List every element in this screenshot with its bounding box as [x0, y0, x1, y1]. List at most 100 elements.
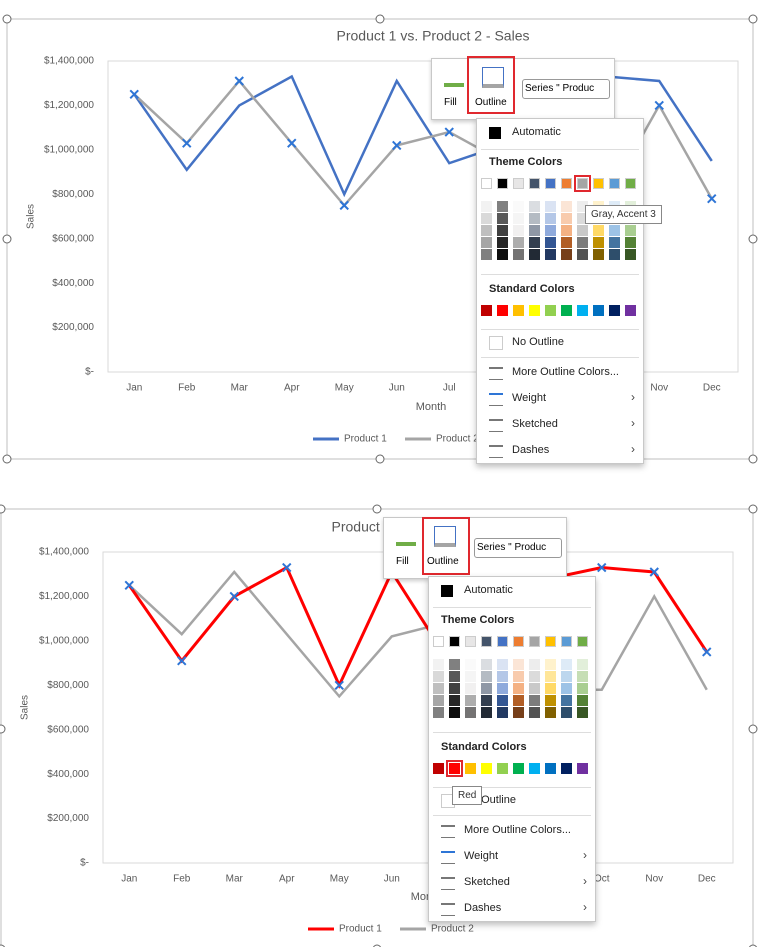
point-marker[interactable] [649, 567, 659, 577]
shade-swatch[interactable] [433, 683, 444, 694]
shade-swatch[interactable] [481, 671, 492, 682]
shade-swatch[interactable] [561, 683, 572, 694]
shade-swatch[interactable] [529, 683, 540, 694]
shade-swatch[interactable] [497, 671, 508, 682]
shade-swatch[interactable] [577, 225, 588, 236]
point-marker[interactable] [124, 580, 134, 591]
resize-handle[interactable] [2, 454, 12, 464]
shade-swatch[interactable] [577, 213, 588, 224]
color-swatch[interactable] [481, 178, 492, 189]
shade-swatch[interactable] [577, 695, 588, 706]
color-swatch[interactable] [529, 636, 540, 647]
shade-swatch[interactable] [577, 659, 588, 670]
shade-swatch[interactable] [593, 249, 604, 260]
shade-swatch[interactable] [481, 707, 492, 718]
color-swatch[interactable] [481, 636, 492, 647]
color-swatch[interactable] [529, 178, 540, 189]
shade-swatch[interactable] [433, 671, 444, 682]
shade-swatch[interactable] [497, 225, 508, 236]
shade-swatch[interactable] [545, 683, 556, 694]
shade-swatch[interactable] [609, 249, 620, 260]
shade-swatch[interactable] [513, 249, 524, 260]
shade-swatch[interactable] [625, 237, 636, 248]
shade-swatch[interactable] [449, 683, 460, 694]
shade-swatch[interactable] [513, 671, 524, 682]
shade-swatch[interactable] [593, 237, 604, 248]
color-swatch[interactable] [449, 636, 460, 647]
shade-swatch[interactable] [449, 707, 460, 718]
resize-handle[interactable] [748, 14, 758, 24]
shade-swatch[interactable] [481, 249, 492, 260]
point-marker[interactable] [597, 562, 607, 573]
shade-swatch[interactable] [545, 213, 556, 224]
shade-swatch[interactable] [481, 201, 492, 212]
resize-handle[interactable] [375, 454, 385, 464]
color-swatch[interactable] [465, 763, 476, 774]
shade-swatch[interactable] [465, 659, 476, 670]
shade-swatch[interactable] [577, 707, 588, 718]
shade-swatch[interactable] [561, 237, 572, 248]
shade-swatch[interactable] [577, 237, 588, 248]
resize-handle[interactable] [748, 504, 758, 514]
shade-swatch[interactable] [593, 225, 604, 236]
shade-swatch[interactable] [513, 213, 524, 224]
color-swatch[interactable] [577, 305, 588, 316]
shade-swatch[interactable] [433, 695, 444, 706]
shade-swatch[interactable] [625, 225, 636, 236]
shade-swatch[interactable] [545, 695, 556, 706]
shade-swatch[interactable] [625, 249, 636, 260]
outline-button[interactable]: Outline [427, 556, 459, 567]
point-marker[interactable] [129, 89, 139, 100]
shade-swatch[interactable] [577, 671, 588, 682]
shade-swatch[interactable] [561, 225, 572, 236]
shade-swatch[interactable] [497, 707, 508, 718]
color-swatch[interactable] [513, 305, 524, 316]
resize-handle[interactable] [372, 504, 382, 514]
shade-swatch[interactable] [449, 659, 460, 670]
resize-handle[interactable] [748, 454, 758, 464]
shade-swatch[interactable] [529, 237, 540, 248]
shade-swatch[interactable] [545, 249, 556, 260]
color-swatch[interactable] [513, 178, 524, 189]
color-swatch[interactable] [561, 305, 572, 316]
color-swatch[interactable] [593, 305, 604, 316]
color-swatch[interactable] [625, 178, 636, 189]
resize-handle[interactable] [2, 14, 12, 24]
shade-swatch[interactable] [513, 707, 524, 718]
shade-swatch[interactable] [529, 201, 540, 212]
shade-swatch[interactable] [545, 671, 556, 682]
point-marker[interactable] [444, 127, 454, 137]
color-swatch[interactable] [577, 763, 588, 774]
shade-swatch[interactable] [513, 695, 524, 706]
shade-swatch[interactable] [529, 707, 540, 718]
menu-item[interactable]: Automatic [512, 126, 561, 138]
color-swatch[interactable] [497, 763, 508, 774]
shade-swatch[interactable] [561, 213, 572, 224]
color-swatch[interactable] [481, 305, 492, 316]
point-marker[interactable] [392, 140, 402, 151]
menu-item[interactable]: Automatic [464, 584, 513, 596]
shade-swatch[interactable] [609, 237, 620, 248]
shade-swatch[interactable] [497, 213, 508, 224]
color-swatch[interactable] [497, 305, 508, 316]
shade-swatch[interactable] [529, 213, 540, 224]
shade-swatch[interactable] [497, 249, 508, 260]
shade-swatch[interactable] [513, 237, 524, 248]
resize-handle[interactable] [748, 724, 758, 734]
point-marker[interactable] [282, 562, 292, 573]
outline-button[interactable]: Outline [475, 97, 507, 108]
shade-swatch[interactable] [529, 695, 540, 706]
shade-swatch[interactable] [545, 659, 556, 670]
shade-swatch[interactable] [545, 237, 556, 248]
shade-swatch[interactable] [513, 683, 524, 694]
shade-swatch[interactable] [529, 659, 540, 670]
color-swatch[interactable] [593, 178, 604, 189]
menu-item[interactable]: Weight [512, 392, 547, 404]
menu-item[interactable]: Weight [464, 850, 499, 862]
color-swatch[interactable] [625, 305, 636, 316]
menu-item[interactable]: Sketched [512, 418, 558, 430]
point-marker[interactable] [182, 138, 192, 148]
menu-item[interactable]: More Outline Colors... [464, 824, 571, 836]
shade-swatch[interactable] [497, 683, 508, 694]
point-marker[interactable] [287, 138, 297, 148]
